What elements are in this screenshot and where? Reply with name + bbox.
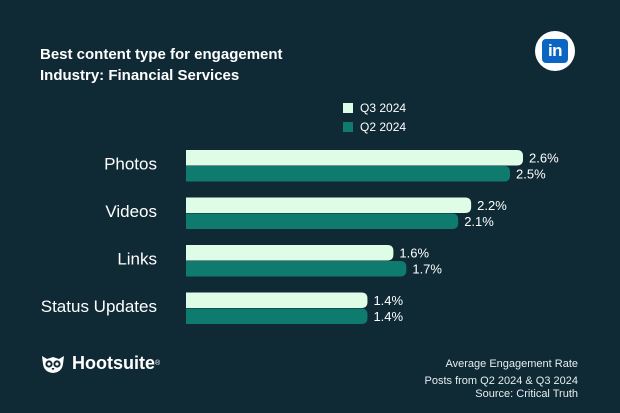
data-label: 1.7% bbox=[412, 262, 442, 277]
bar-q3 bbox=[186, 292, 368, 308]
bar-q2 bbox=[186, 213, 459, 229]
data-label: 1.4% bbox=[373, 293, 403, 308]
category-label: Videos bbox=[105, 202, 157, 221]
legend-label-q2: Q2 2024 bbox=[360, 120, 407, 134]
legend-item-q2: Q2 2024 bbox=[343, 120, 406, 134]
legend-swatch-q3 bbox=[343, 103, 353, 113]
bar-q2 bbox=[186, 308, 368, 324]
category-label: Photos bbox=[104, 155, 157, 174]
data-label: 1.6% bbox=[399, 246, 429, 261]
data-label: 2.1% bbox=[464, 214, 494, 229]
hootsuite-brand: Hootsuite ® bbox=[40, 352, 160, 374]
legend-label-q3: Q3 2024 bbox=[360, 101, 407, 115]
bar-q3 bbox=[186, 150, 523, 166]
data-label: 2.2% bbox=[477, 198, 507, 213]
footer-source: Source: Critical Truth bbox=[475, 388, 578, 400]
bar-q3 bbox=[186, 245, 394, 261]
hootsuite-reg-mark: ® bbox=[155, 359, 161, 367]
category-label: Links bbox=[117, 250, 157, 269]
footer-period: Posts from Q2 2024 & Q3 2024 bbox=[424, 375, 578, 387]
footer-metric: Average Engagement Rate bbox=[445, 358, 579, 370]
legend-item-q3: Q3 2024 bbox=[343, 101, 406, 115]
data-label: 1.4% bbox=[373, 309, 403, 324]
data-label: 2.5% bbox=[516, 167, 546, 182]
chart-subtitle: Industry: Financial Services bbox=[40, 67, 240, 84]
bar-q3 bbox=[186, 197, 472, 213]
linkedin-icon: in bbox=[535, 31, 575, 71]
bar-q2 bbox=[186, 261, 407, 277]
category-label: Status Updates bbox=[41, 297, 157, 316]
chart-title: Best content type for engagement bbox=[40, 46, 283, 63]
data-label: 2.6% bbox=[529, 151, 559, 166]
hootsuite-logo-text: Hootsuite bbox=[72, 352, 155, 373]
linkedin-logo-text: in bbox=[542, 39, 568, 63]
owl-icon bbox=[42, 356, 64, 373]
bar-q2 bbox=[186, 166, 511, 182]
legend-swatch-q2 bbox=[343, 122, 353, 132]
